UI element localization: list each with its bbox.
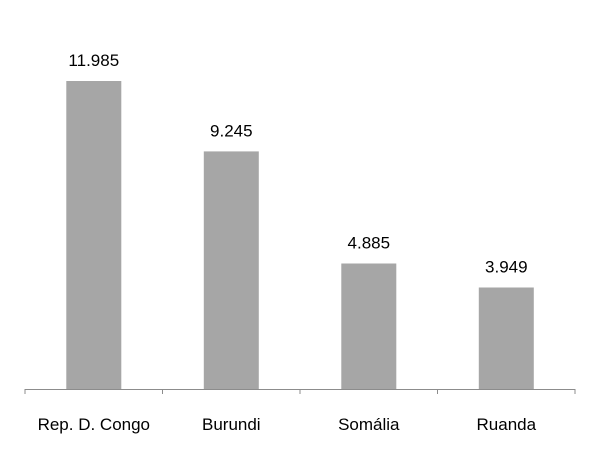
bars-group [66,81,534,389]
category-label-0: Rep. D. Congo [38,415,150,434]
category-labels-group: Rep. D. Congo Burundi Somália Ruanda [38,415,537,434]
bar-1 [203,151,259,389]
category-label-2: Somália [338,415,400,434]
bar-0 [66,81,122,389]
bar-2 [341,263,397,389]
data-label-1: 9.245 [210,121,253,140]
bar-3 [478,287,534,389]
category-label-3: Ruanda [477,415,537,434]
data-label-3: 3.949 [485,258,528,277]
data-label-0: 11.985 [68,51,119,70]
x-axis [24,389,576,394]
category-label-1: Burundi [202,415,261,434]
data-label-2: 4.885 [348,234,391,253]
value-labels-group: 11.985 9.245 4.885 3.949 [68,51,527,277]
